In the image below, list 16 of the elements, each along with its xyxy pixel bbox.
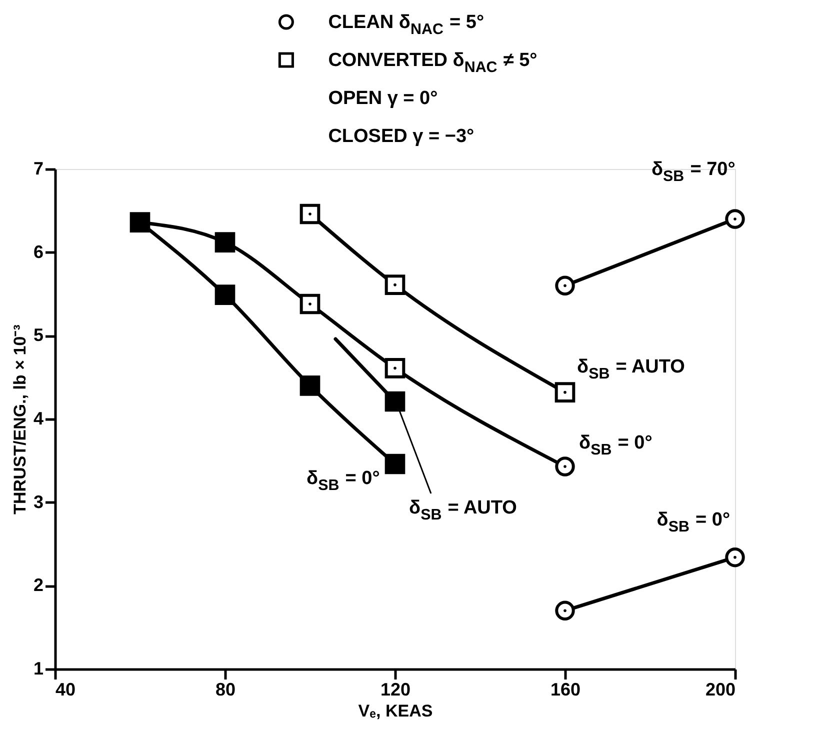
y-tick-label: 1 <box>33 658 44 678</box>
y-tick-label: 4 <box>33 408 44 428</box>
y-tick-label: 7 <box>33 158 44 178</box>
x-tick-label: 40 <box>56 680 76 700</box>
x-tick-label: 160 <box>550 680 581 700</box>
x-tick-label: 80 <box>215 680 236 700</box>
y-tick-label: 2 <box>33 575 44 596</box>
y-tick-label: 5 <box>33 325 44 346</box>
y-axis-title: THRUST/ENG., lb × 10⁻³ <box>10 324 30 514</box>
x-tick-label: 200 <box>705 680 736 700</box>
x-tick-label: 120 <box>380 680 411 700</box>
text: OPEN γ = 0° <box>328 88 438 109</box>
x-axis-title: Vₑ, KEAS <box>358 702 433 720</box>
text: CLOSED γ = −3° <box>328 126 474 147</box>
y-tick-label: 6 <box>33 242 44 262</box>
y-tick-label: 3 <box>33 492 44 512</box>
